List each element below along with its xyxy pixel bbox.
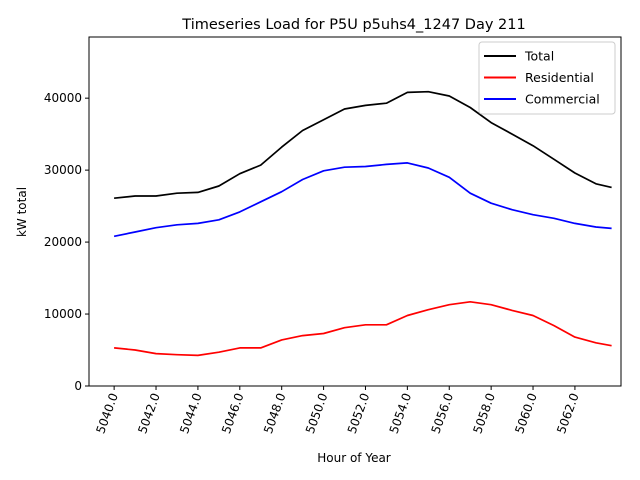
legend-label-commercial: Commercial — [525, 92, 600, 107]
series-layer — [113, 90, 612, 357]
x-axis: 5040.0 5042.0 5044.0 5046.0 5048.0 5050.0 5052… — [93, 386, 582, 435]
legend-frame — [478, 41, 616, 115]
plot-frame — [88, 36, 622, 387]
y-tick-label: 0 — [74, 379, 82, 393]
x-tick-label: 5058.0 — [470, 391, 498, 435]
x-tick-label: 5046.0 — [219, 391, 247, 435]
x-tick-label: 5052.0 — [345, 391, 373, 435]
x-tick-label: 5054.0 — [387, 391, 415, 435]
x-tick-label: 5062.0 — [554, 391, 582, 435]
y-tick-label: 30000 — [44, 163, 82, 177]
y-tick-label: 40000 — [44, 91, 82, 105]
legend: Total Residential Commercial — [478, 41, 616, 115]
legend-label-total: Total — [524, 49, 554, 64]
x-tick-label: 5060.0 — [512, 391, 540, 435]
y-axis-title: kW total — [15, 187, 29, 237]
series-line-total — [114, 90, 612, 200]
x-axis-title: Hour of Year — [317, 451, 391, 465]
y-tick-label: 20000 — [44, 235, 82, 249]
x-tick-label: 5050.0 — [303, 391, 331, 435]
x-tick-label: 5044.0 — [177, 391, 205, 435]
y-axis: 0 10000 20000 30000 40000 — [44, 91, 89, 393]
series-line-residential — [114, 300, 612, 357]
x-tick-label: 5056.0 — [429, 391, 457, 435]
y-tick-label: 10000 — [44, 307, 82, 321]
x-tick-label: 5040.0 — [93, 391, 121, 435]
x-tick-label: 5042.0 — [135, 391, 163, 435]
x-tick-label: 5048.0 — [261, 391, 289, 435]
chart-title: Timeseries Load for P5U p5uhs4_1247 Day … — [181, 17, 525, 33]
legend-label-residential: Residential — [525, 70, 594, 85]
series-line-commercial — [113, 162, 612, 238]
plot-area — [88, 36, 622, 387]
